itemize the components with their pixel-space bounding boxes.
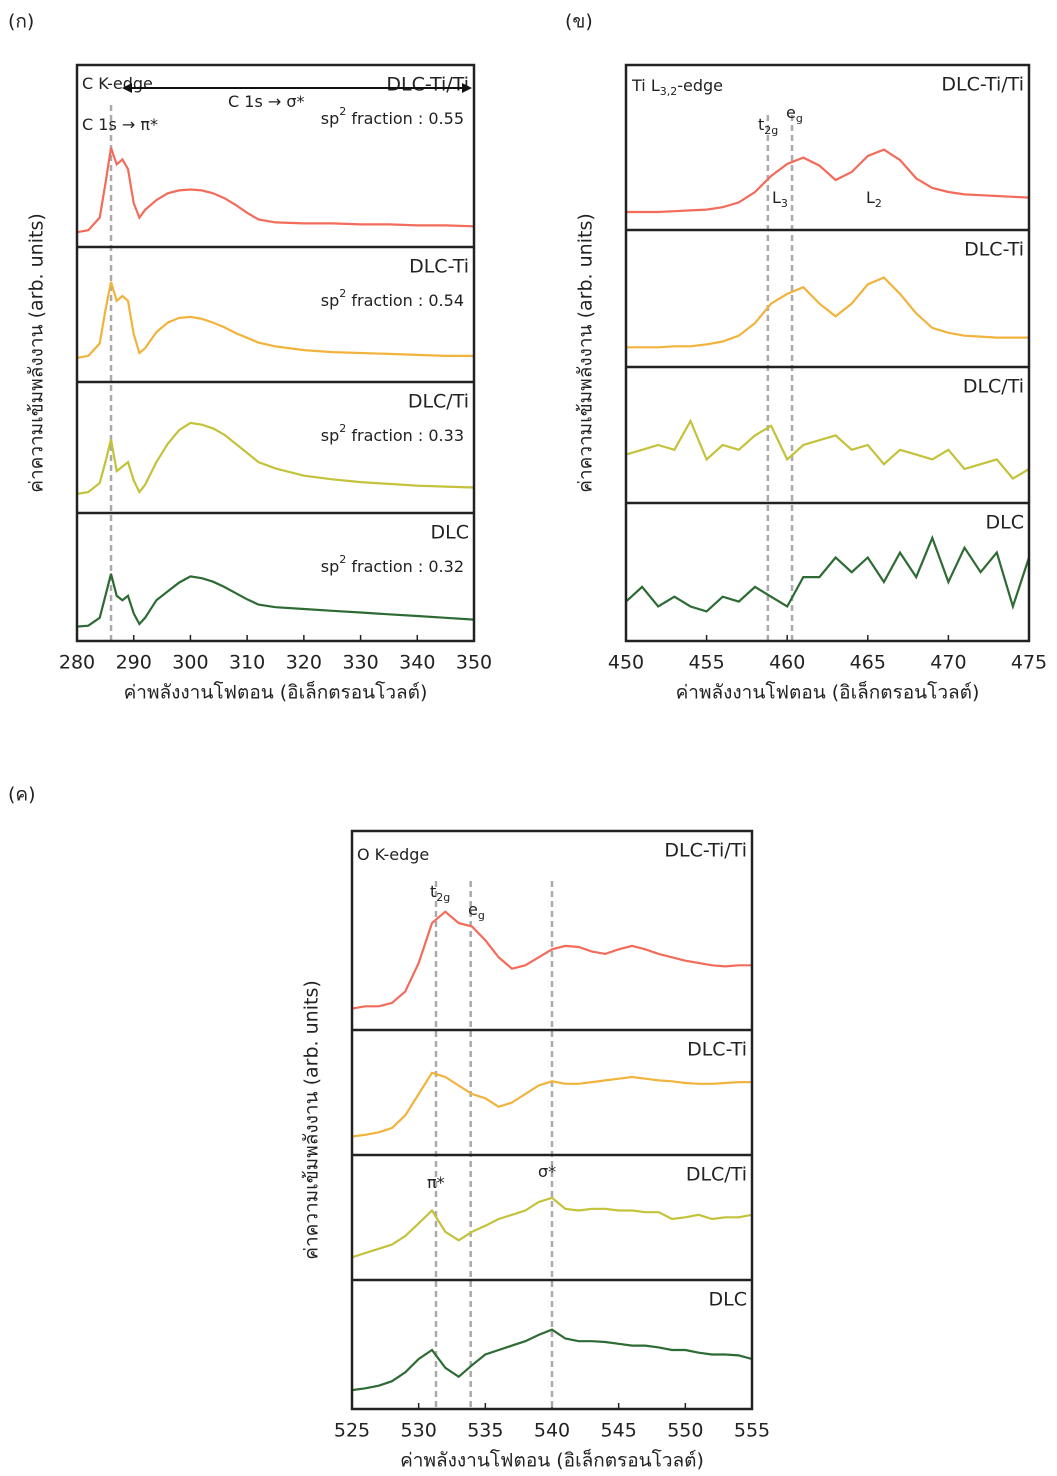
series-label: DLC/Ti bbox=[408, 391, 469, 413]
x-tick-label: 290 bbox=[116, 652, 152, 674]
x-tick-label: 330 bbox=[342, 652, 378, 674]
x-tick-label: 450 bbox=[608, 652, 644, 674]
text: σ* bbox=[538, 1162, 556, 1181]
text: fraction : 0.54 bbox=[346, 291, 464, 310]
x-tick-label: 455 bbox=[688, 652, 724, 674]
spectrum-line bbox=[626, 538, 1029, 612]
superscript: 2 bbox=[339, 105, 346, 118]
y-axis-label: ค่าความเข้มพลังงาน (arb. units) bbox=[26, 213, 48, 493]
x-axis-label: ค่าพลังงานโฟตอน (อิเล็กตรอนโวลต์) bbox=[400, 1448, 704, 1472]
text: sp bbox=[321, 291, 340, 310]
series-label: DLC-Ti bbox=[964, 239, 1024, 261]
annotation: sp2 fraction : 0.33 bbox=[321, 422, 464, 445]
panel-label: (ข) bbox=[565, 11, 593, 33]
plot-frame bbox=[77, 65, 474, 641]
subscript: 2g bbox=[764, 124, 778, 137]
x-tick-label: 555 bbox=[734, 1420, 770, 1442]
x-tick-label: 340 bbox=[399, 652, 435, 674]
annotation: L2 bbox=[866, 188, 882, 211]
annotation: sp2 fraction : 0.55 bbox=[321, 105, 464, 128]
text: fraction : 0.32 bbox=[346, 557, 464, 576]
annotation: C 1s → σ* bbox=[228, 92, 305, 111]
x-tick-label: 470 bbox=[930, 652, 966, 674]
annotation: t2g bbox=[430, 882, 450, 905]
x-tick-label: 545 bbox=[601, 1420, 637, 1442]
text: -edge bbox=[677, 76, 723, 95]
text: Ti L bbox=[631, 76, 660, 95]
text: e bbox=[468, 900, 478, 919]
subscript: 3,2 bbox=[660, 85, 678, 98]
x-tick-label: 320 bbox=[286, 652, 322, 674]
annotation: eg bbox=[786, 103, 803, 126]
x-tick-label: 550 bbox=[667, 1420, 703, 1442]
subscript: g bbox=[478, 909, 485, 922]
annotation: σ* bbox=[538, 1162, 556, 1181]
text: C 1s → π* bbox=[82, 115, 158, 134]
x-tick-label: 460 bbox=[769, 652, 805, 674]
text: sp bbox=[321, 109, 340, 128]
x-tick-label: 280 bbox=[59, 652, 95, 674]
series-label: DLC bbox=[709, 1289, 747, 1311]
panel-label: (ก) bbox=[8, 11, 34, 33]
x-tick-label: 465 bbox=[850, 652, 886, 674]
text: C K-edge bbox=[82, 74, 153, 93]
spectrum-line bbox=[626, 150, 1029, 212]
annotation: sp2 fraction : 0.54 bbox=[321, 287, 464, 310]
subscript: 2 bbox=[875, 197, 882, 210]
x-axis-label: ค่าพลังงานโฟตอน (อิเล็กตรอนโวลต์) bbox=[124, 680, 428, 704]
series-label: DLC bbox=[431, 522, 469, 544]
text: fraction : 0.33 bbox=[346, 426, 464, 445]
spectrum-line bbox=[77, 148, 474, 232]
annotation: sp2 fraction : 0.32 bbox=[321, 553, 464, 576]
series-label: DLC-Ti bbox=[409, 256, 469, 278]
superscript: 2 bbox=[339, 287, 346, 300]
text: L bbox=[772, 188, 781, 207]
annotation: L3 bbox=[772, 188, 788, 211]
x-tick-label: 540 bbox=[534, 1420, 570, 1442]
annotation: C 1s → π* bbox=[82, 115, 158, 134]
annotation: O K-edge bbox=[357, 845, 429, 864]
spectrum-line bbox=[626, 421, 1029, 479]
annotation: C K-edge bbox=[82, 74, 153, 93]
series-label: DLC/Ti bbox=[686, 1164, 747, 1186]
text: sp bbox=[321, 426, 340, 445]
text: C 1s → σ* bbox=[228, 92, 305, 111]
superscript: 2 bbox=[339, 422, 346, 435]
spectrum-line bbox=[626, 278, 1029, 348]
text: π* bbox=[427, 1173, 445, 1192]
series-label: DLC bbox=[986, 512, 1024, 534]
subscript: 2g bbox=[436, 891, 450, 904]
x-tick-label: 475 bbox=[1011, 652, 1047, 674]
x-axis-label: ค่าพลังงานโฟตอน (อิเล็กตรอนโวลต์) bbox=[676, 680, 980, 704]
text: L bbox=[866, 188, 875, 207]
annotation: eg bbox=[468, 900, 485, 923]
y-axis-label: ค่าความเข้มพลังงาน (arb. units) bbox=[301, 980, 323, 1260]
panel-label: (ค) bbox=[8, 784, 36, 806]
text: O K-edge bbox=[357, 845, 429, 864]
subscript: 3 bbox=[781, 197, 788, 210]
text: fraction : 0.55 bbox=[346, 109, 464, 128]
series-label: DLC-Ti/Ti bbox=[386, 74, 469, 96]
x-tick-label: 350 bbox=[456, 652, 492, 674]
series-label: DLC-Ti bbox=[687, 1039, 747, 1061]
x-tick-label: 535 bbox=[467, 1420, 503, 1442]
spectrum-line bbox=[77, 574, 474, 627]
text: sp bbox=[321, 557, 340, 576]
series-label: DLC/Ti bbox=[963, 376, 1024, 398]
x-tick-label: 300 bbox=[172, 652, 208, 674]
superscript: 2 bbox=[339, 553, 346, 566]
y-axis-label: ค่าความเข้มพลังงาน (arb. units) bbox=[575, 213, 597, 493]
x-tick-label: 310 bbox=[229, 652, 265, 674]
annotation: Ti L3,2-edge bbox=[631, 76, 723, 99]
series-label: DLC-Ti/Ti bbox=[664, 840, 747, 862]
text: e bbox=[786, 103, 796, 122]
series-label: DLC-Ti/Ti bbox=[941, 74, 1024, 96]
annotation: π* bbox=[427, 1173, 445, 1192]
figure: (ก) ค่าพลังงานโฟตอน (อิเล็กตรอนโวลต์) ค่าค… bbox=[0, 0, 1057, 1472]
x-tick-label: 525 bbox=[334, 1420, 370, 1442]
subscript: g bbox=[796, 112, 803, 125]
x-tick-label: 530 bbox=[401, 1420, 437, 1442]
